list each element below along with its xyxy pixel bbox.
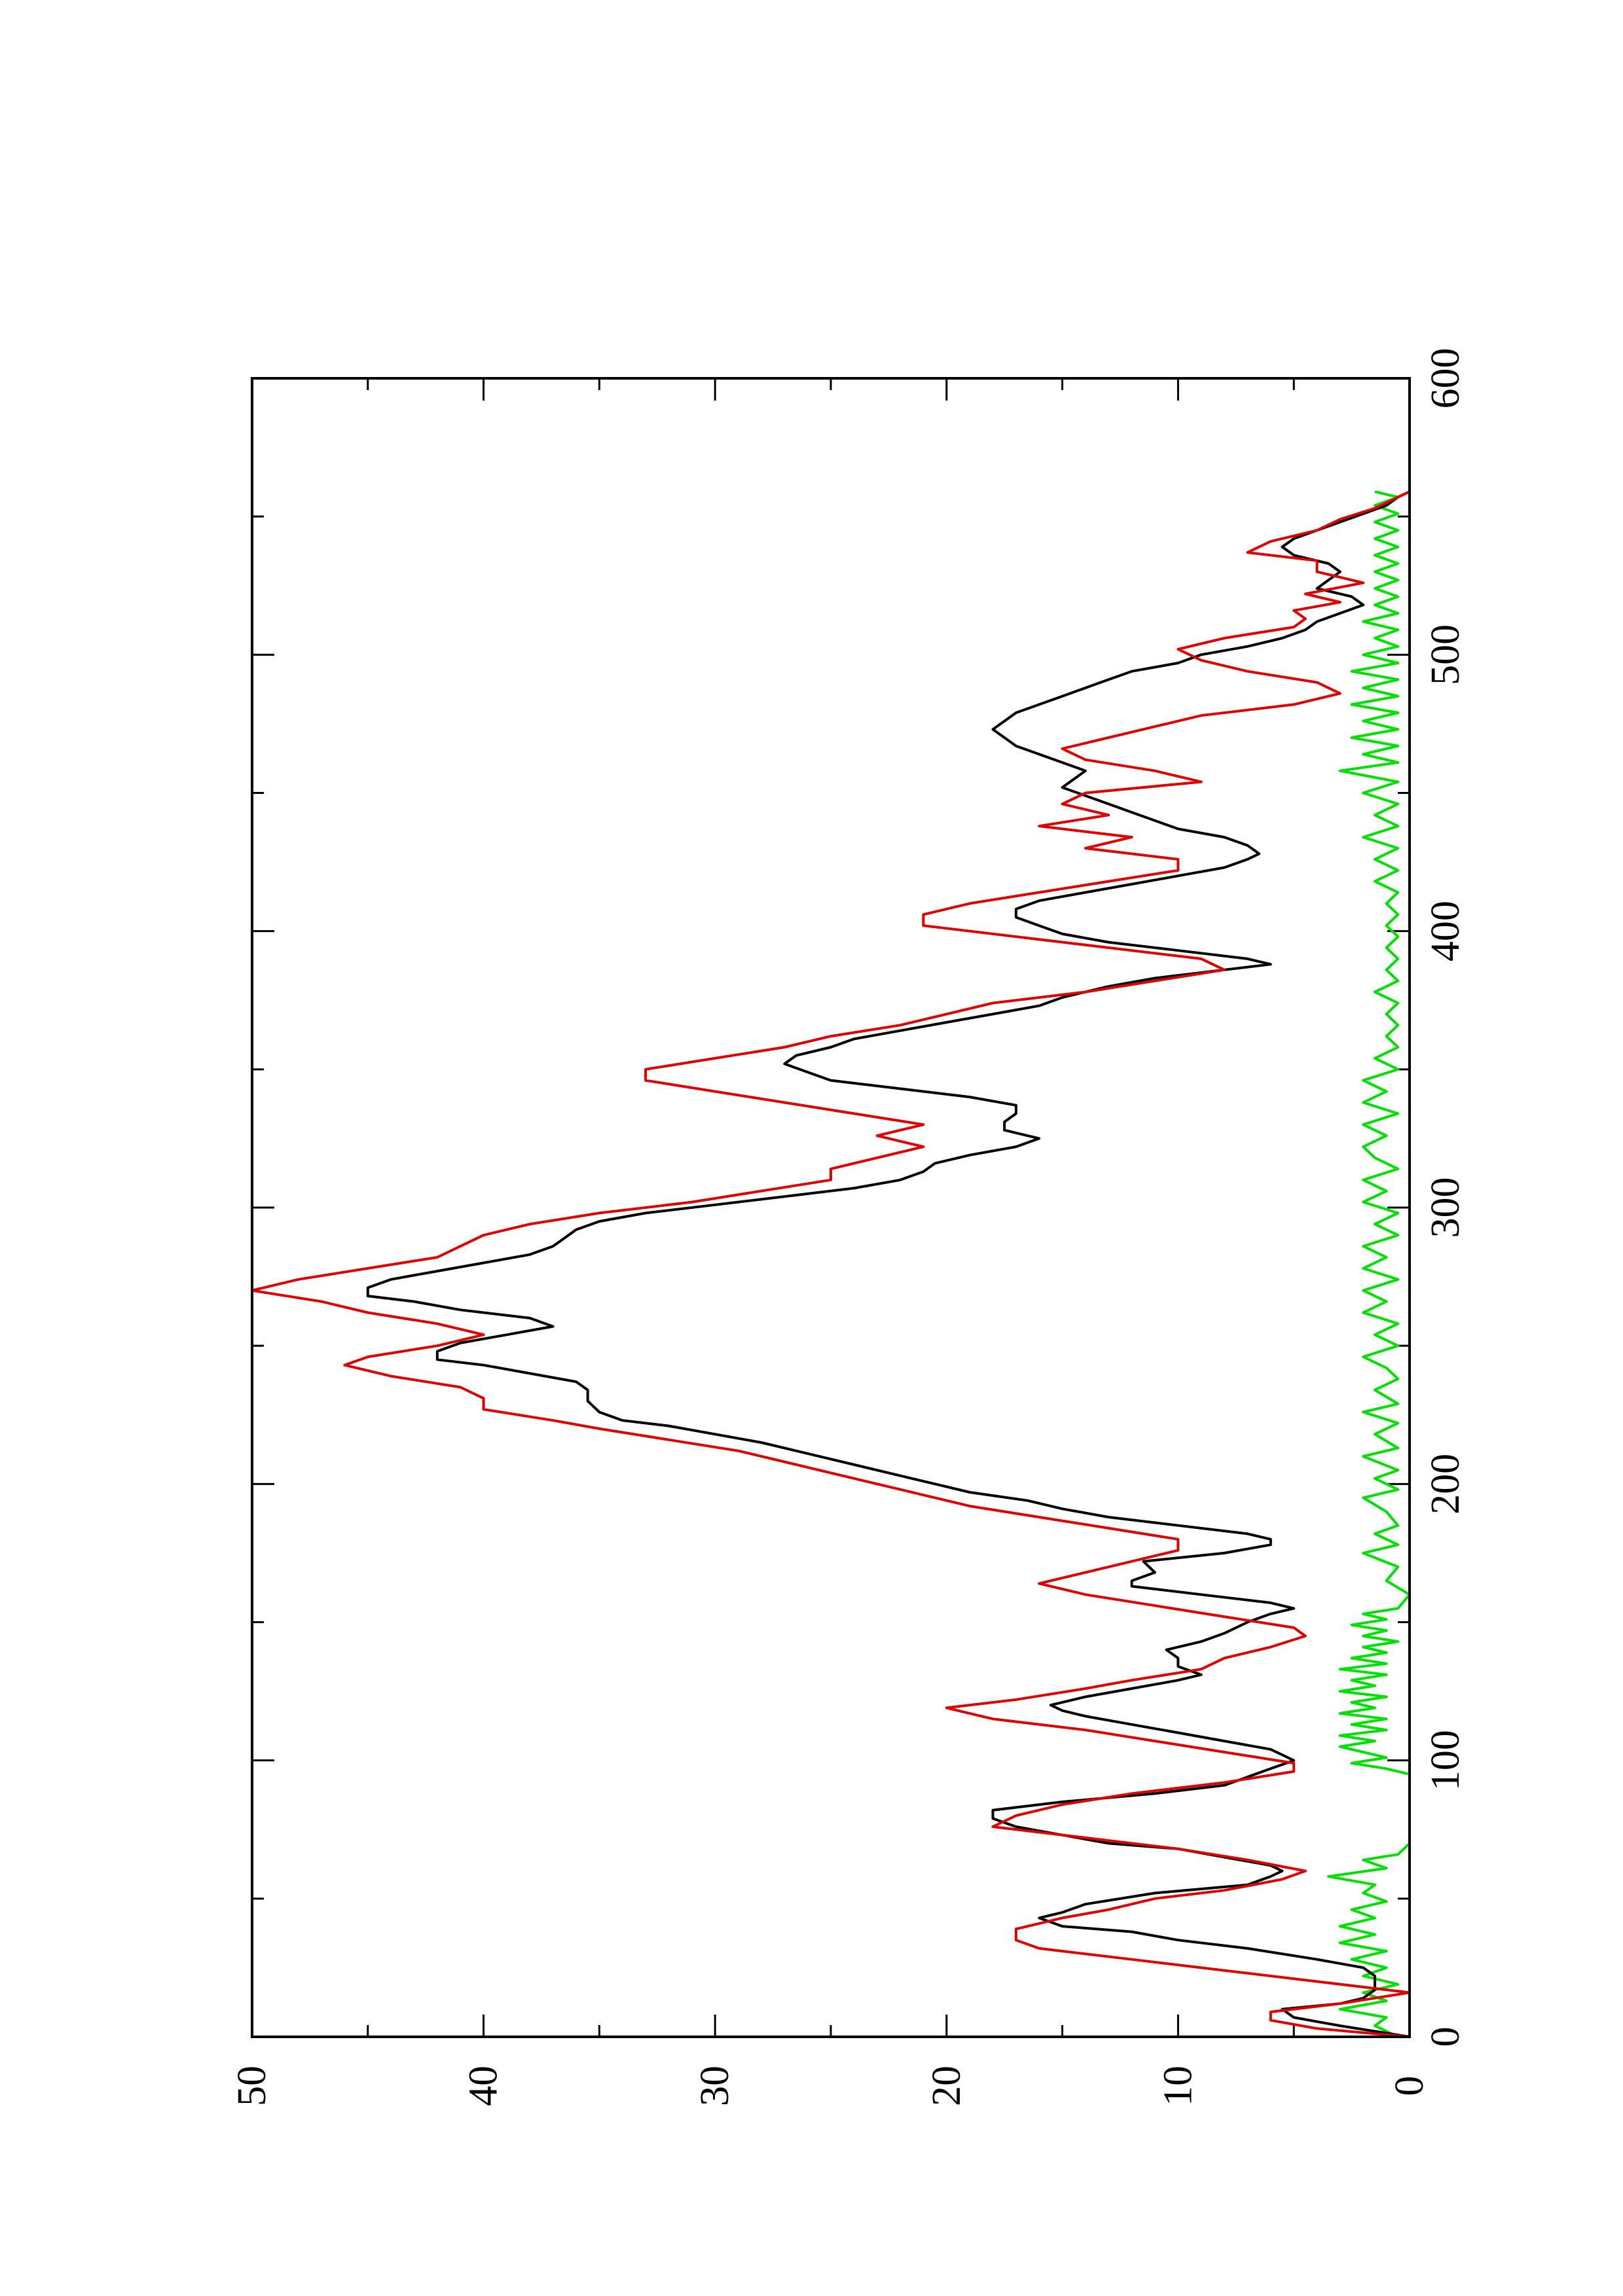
x-tick-label: 300 xyxy=(1423,1177,1468,1238)
series-line xyxy=(251,490,1411,2038)
x-tick-label: 100 xyxy=(1423,1730,1468,1791)
series-line xyxy=(1327,490,1411,2038)
x-tick-label: 400 xyxy=(1423,901,1468,961)
axis-ticks xyxy=(251,377,1411,2038)
series-line xyxy=(366,490,1410,2038)
plot-frame xyxy=(251,377,1411,2038)
x-tick-label: 500 xyxy=(1423,624,1468,685)
y-tick-label: 0 xyxy=(1387,2076,1432,2096)
y-tick-label: 30 xyxy=(693,2066,737,2106)
tick-labels: 0 100 200 300 400 500 600 0 10 20 30 40 50 xyxy=(230,348,1468,2107)
y-tick-label: 40 xyxy=(462,2066,506,2106)
x-tick-label: 0 xyxy=(1423,2027,1468,2047)
x-tick-label: 600 xyxy=(1423,348,1468,409)
series-lines xyxy=(251,490,1411,2038)
y-tick-label: 20 xyxy=(924,2066,969,2106)
x-tick-label: 200 xyxy=(1423,1454,1468,1515)
y-tick-label: 10 xyxy=(1156,2066,1200,2106)
y-tick-label: 50 xyxy=(230,2066,274,2106)
